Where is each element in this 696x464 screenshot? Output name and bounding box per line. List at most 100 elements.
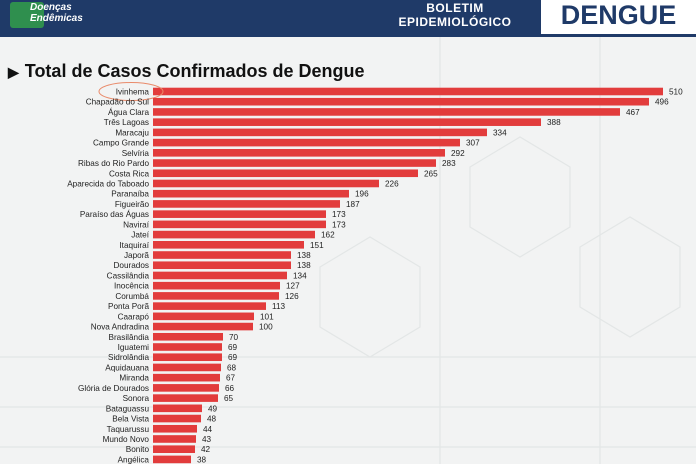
category-label: Dourados (113, 261, 149, 270)
value-label: 173 (332, 210, 346, 219)
category-label: Naviraí (123, 220, 150, 229)
bar (153, 455, 191, 464)
bar (153, 292, 279, 300)
header-bar: Doenças Endêmicas BOLETIM EPIDEMIOLÓGICO… (0, 0, 696, 37)
category-label: Inocência (114, 282, 149, 291)
value-label: 307 (466, 139, 480, 148)
highlight-circle (98, 82, 164, 101)
value-label: 113 (272, 302, 285, 311)
bar (153, 169, 418, 178)
value-label: 70 (229, 333, 239, 342)
category-label: Caarapó (118, 312, 150, 321)
category-label: Três Lagoas (104, 118, 149, 127)
value-label: 44 (203, 425, 213, 434)
logo-text: Doenças Endêmicas (30, 2, 83, 24)
bar (153, 322, 253, 331)
value-label: 101 (260, 312, 274, 321)
category-label: Costa Rica (109, 169, 149, 178)
category-label: Brasilândia (108, 333, 149, 342)
category-label: Bataguassu (106, 404, 150, 413)
value-label: 510 (669, 88, 683, 97)
category-label: Aquidauana (105, 363, 149, 372)
bar (153, 424, 197, 433)
value-label: 68 (227, 363, 237, 372)
value-label: 162 (321, 231, 335, 240)
value-label: 151 (310, 241, 324, 250)
category-label: Taquarussu (107, 425, 150, 434)
bulletin-title: BOLETIM EPIDEMIOLÓGICO (380, 1, 530, 29)
bar (153, 363, 221, 372)
value-label: 38 (197, 455, 207, 464)
value-label: 126 (285, 292, 299, 301)
bar (153, 445, 195, 453)
category-label: Angélica (118, 455, 150, 464)
disease-label: DENGUE (560, 0, 677, 30)
value-label: 48 (207, 415, 217, 424)
category-label: Corumbá (115, 292, 149, 301)
value-label: 388 (547, 118, 561, 127)
bar (153, 241, 304, 249)
category-label: Ponta Porã (108, 302, 149, 311)
bar (153, 220, 326, 229)
category-label: Maracaju (115, 128, 149, 137)
value-label: 100 (259, 323, 273, 332)
value-label: 66 (225, 384, 235, 393)
category-label: Cassilândia (107, 271, 150, 280)
category-label: Bela Vista (112, 415, 149, 424)
category-label: Glória de Dourados (78, 384, 149, 393)
value-label: 283 (442, 159, 456, 168)
bar (153, 108, 620, 116)
category-label: Itaquiraí (119, 241, 149, 250)
value-label: 69 (228, 343, 238, 352)
bar (153, 302, 266, 310)
bar (153, 230, 315, 239)
bar (153, 159, 436, 167)
bar (153, 332, 223, 341)
value-label: 334 (493, 128, 507, 137)
category-label: Jateí (131, 231, 149, 240)
bar (153, 251, 291, 259)
bar (153, 281, 280, 290)
bar (153, 118, 541, 126)
category-label: Ribas do Rio Pardo (78, 159, 149, 168)
category-label: Paranaíba (111, 190, 149, 199)
category-label: Iguatemi (118, 343, 150, 352)
value-label: 496 (655, 98, 669, 107)
bar (153, 312, 254, 321)
bar (153, 210, 326, 218)
bar (153, 404, 202, 413)
bulletin-line2: EPIDEMIOLÓGICO (398, 15, 512, 29)
bar (153, 261, 291, 270)
bar (153, 149, 445, 157)
bar (153, 384, 219, 392)
bar (153, 189, 349, 198)
value-label: 265 (424, 169, 438, 178)
category-label: Chapadão do Sul (86, 98, 149, 107)
category-label: Aparecida do Taboado (67, 179, 149, 188)
value-label: 138 (297, 251, 311, 260)
category-label: Água Clara (108, 107, 149, 117)
category-label: Japorã (124, 251, 149, 260)
value-label: 292 (451, 149, 465, 158)
value-label: 67 (226, 374, 236, 383)
value-label: 467 (626, 108, 640, 117)
value-label: 69 (228, 353, 238, 362)
bar (153, 353, 222, 362)
bar (153, 394, 218, 402)
category-label: Sidrolândia (108, 353, 149, 362)
bulletin-line1: BOLETIM (426, 1, 484, 15)
category-label: Paraíso das Águas (80, 209, 149, 219)
value-label: 134 (293, 271, 307, 280)
category-label: Bonito (126, 445, 150, 454)
logo: Doenças Endêmicas (6, 0, 86, 34)
play-triangle-icon: ▶ (8, 64, 19, 80)
category-label: Campo Grande (93, 139, 149, 148)
disease-badge: DENGUE (541, 0, 696, 34)
category-label: Sonora (123, 394, 150, 403)
bar (153, 87, 663, 96)
chart-title: ▶ Total de Casos Confirmados de Dengue (8, 60, 365, 82)
category-label: Mundo Novo (103, 435, 150, 444)
value-label: 226 (385, 179, 399, 188)
category-label: Figueirão (115, 200, 150, 209)
